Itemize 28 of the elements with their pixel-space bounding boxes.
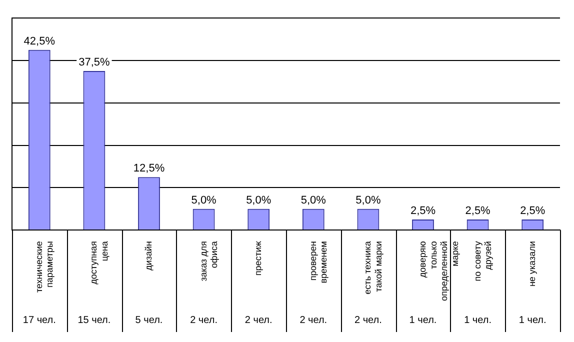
x-tick-label: не указали <box>527 241 538 287</box>
x-tick-label: доверяю только определенной марке <box>417 240 460 302</box>
data-label: 2,5% <box>410 205 436 218</box>
text: 2 чел. <box>300 314 328 326</box>
text: 17 чел. <box>22 314 56 326</box>
x-tick-label: проверен временем <box>308 241 329 284</box>
data-label: 37,5% <box>78 56 110 69</box>
data-label: 2,5% <box>520 205 546 218</box>
x-tick-label: доступная цена <box>88 240 110 284</box>
text: 2 чел. <box>244 314 272 326</box>
text: 1 чел. <box>518 314 546 326</box>
data-label: 5,0% <box>246 194 272 206</box>
data-label: 2,5% <box>465 205 491 218</box>
text: 5 чел. <box>135 314 163 326</box>
data-label: 12,5% <box>133 162 165 175</box>
data-label: 42,5% <box>24 35 56 48</box>
data-label: 5,0% <box>191 194 217 206</box>
text: 2 чел. <box>190 314 218 326</box>
data-label: 5,0% <box>356 194 381 206</box>
text: 1 чел. <box>464 314 492 326</box>
x-tick-label: престиж <box>253 241 264 276</box>
x-tick-label: дизайн <box>143 241 154 271</box>
text: 2 чел. <box>354 314 382 326</box>
text: 15 чел. <box>78 314 111 326</box>
x-tick-label: технические параметры <box>34 241 55 293</box>
data-label: 5,0% <box>300 194 326 206</box>
x-tick-label: заказ для офиса <box>198 241 220 282</box>
text: 1 чел. <box>409 314 437 326</box>
